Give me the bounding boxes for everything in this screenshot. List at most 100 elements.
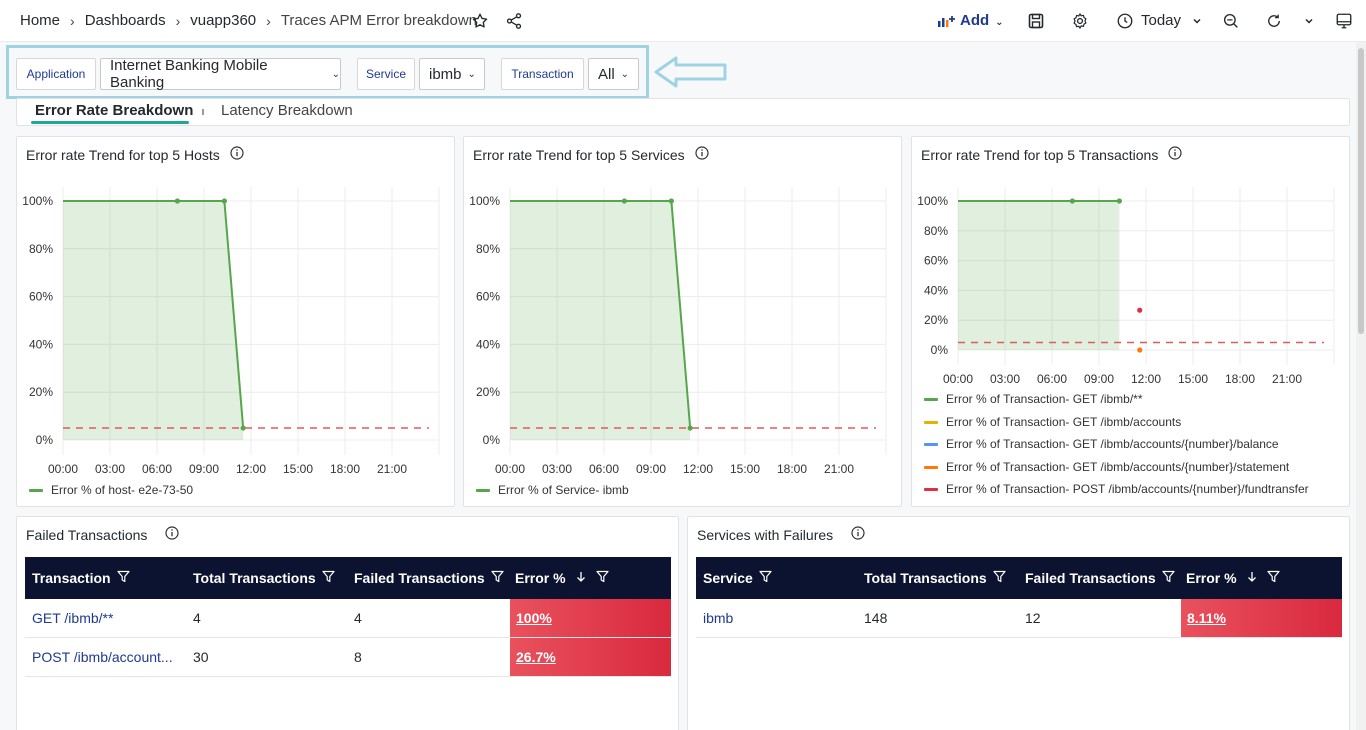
failed-cell: 8 <box>354 649 362 665</box>
panel-failed-transactions: Failed Transactions Transaction Total Tr… <box>16 516 679 730</box>
services-chart: 0% 20% 40% 60% 80% 100% 00:00 03:00 06:00 09:00 12… <box>469 187 887 476</box>
zoom-out-icon[interactable] <box>1221 11 1241 31</box>
column-header-transaction[interactable]: Transaction <box>32 570 130 586</box>
legend-item[interactable]: Error % of Transaction- GET /ibmb/** <box>924 392 1143 406</box>
info-icon[interactable] <box>695 146 709 163</box>
filter-icon[interactable] <box>491 570 504 586</box>
application-select[interactable]: Internet Banking Mobile Banking ⌄ <box>100 57 341 91</box>
legend-item[interactable]: Error % of Transaction- GET /ibmb/accoun… <box>924 460 1289 474</box>
tab-latency-breakdown[interactable]: Latency Breakdown <box>221 102 353 119</box>
filter-icon[interactable] <box>116 570 130 586</box>
filter-icon[interactable] <box>1162 570 1175 586</box>
vertical-scrollbar[interactable] <box>1356 42 1366 730</box>
x-tick-label: 18:00 <box>1225 372 1255 386</box>
page-title: Traces APM Error breakdown <box>280 12 478 29</box>
hosts-chart: 0% 20% 40% 60% 80% 100% 00:00 03:00 06:00 09:00 12… <box>22 187 440 476</box>
save-icon[interactable] <box>1026 11 1046 31</box>
series-area <box>958 201 1120 350</box>
breadcrumb-folder[interactable]: vuapp360 <box>190 12 257 29</box>
legend-label: Error % of Transaction- GET /ibmb/accoun… <box>946 437 1279 451</box>
filter-icon[interactable] <box>595 570 609 586</box>
filter-icon[interactable] <box>1266 570 1280 586</box>
x-tick-label: 21:00 <box>1272 372 1302 386</box>
x-tick-label: 03:00 <box>542 462 572 476</box>
error-rate-link[interactable]: 26.7% <box>510 638 671 676</box>
error-rate-link[interactable]: 100% <box>510 599 671 637</box>
service-link[interactable]: ibmb <box>703 610 734 626</box>
legend-label: Error % of Transaction- GET /ibmb/accoun… <box>946 460 1290 474</box>
x-tick-label: 21:00 <box>824 462 854 476</box>
transaction-select[interactable]: All ⌄ <box>588 58 639 90</box>
filter-icon[interactable] <box>322 570 335 586</box>
tab-error-rate-breakdown[interactable]: Error Rate Breakdown <box>35 102 194 119</box>
legend-item[interactable]: Error % of Transaction- GET /ibmb/accoun… <box>924 415 1181 429</box>
chevron-down-icon: ⌄ <box>467 68 476 80</box>
y-tick-label: 0% <box>931 343 949 357</box>
column-header-error[interactable]: Error % <box>515 570 609 586</box>
scrollbar-thumb[interactable] <box>1358 48 1364 334</box>
panel-transactions: Error rate Trend for top 5 Transactions … <box>911 136 1350 507</box>
star-icon[interactable] <box>470 11 490 31</box>
y-tick-label: 100% <box>917 194 948 208</box>
transaction-link[interactable]: GET /ibmb/** <box>32 610 114 626</box>
x-tick-label: 15:00 <box>283 462 313 476</box>
panel-services-with-failures: Services with Failures Service Total Tra… <box>687 516 1350 730</box>
legend-item[interactable]: Error % of Transaction- POST /ibmb/accou… <box>924 482 1309 496</box>
panel-title-text: Error rate Trend for top 5 Hosts <box>26 146 220 163</box>
y-tick-label: 20% <box>29 385 53 399</box>
legend-item[interactable]: Error % of host- e2e-73-50 <box>29 483 193 497</box>
chevron-down-icon[interactable] <box>1187 11 1207 31</box>
service-select[interactable]: ibmb ⌄ <box>419 58 485 90</box>
share-icon[interactable] <box>504 11 524 31</box>
settings-icon[interactable] <box>1070 11 1090 31</box>
legend-item[interactable]: Error % of Transaction- GET /ibmb/accoun… <box>924 437 1279 451</box>
x-tick-label: 03:00 <box>990 372 1020 386</box>
legend-label: Error % of host- e2e-73-50 <box>51 483 194 497</box>
legend-swatch <box>924 487 938 491</box>
info-icon[interactable] <box>230 146 244 163</box>
x-tick-label: 06:00 <box>589 462 619 476</box>
column-header-total[interactable]: Total Transactions <box>193 570 335 586</box>
time-range-picker[interactable]: Today <box>1141 12 1181 29</box>
column-header-error[interactable]: Error % <box>1186 570 1280 586</box>
series-line <box>63 200 245 429</box>
y-tick-label: 0% <box>36 433 54 447</box>
data-point <box>687 425 693 431</box>
panel-title: Services with Failures <box>697 526 865 543</box>
info-icon[interactable] <box>165 526 180 543</box>
breadcrumb-home[interactable]: Home <box>20 12 61 29</box>
chevron-down-icon: ⌄ <box>995 17 1004 28</box>
sort-desc-icon[interactable] <box>1247 570 1257 586</box>
info-icon[interactable] <box>851 526 865 543</box>
panel-hosts: Error rate Trend for top 5 Hosts 0% 20% 40… <box>16 136 455 507</box>
x-tick-label: 09:00 <box>1084 372 1114 386</box>
breadcrumb-dashboards[interactable]: Dashboards <box>84 12 166 29</box>
y-tick-label: 0% <box>483 433 501 447</box>
legend-item[interactable]: Error % of Service- ibmb <box>476 483 629 497</box>
transaction-select-value: All <box>598 65 615 83</box>
filter-icon[interactable] <box>993 570 1006 586</box>
column-header-total[interactable]: Total Transactions <box>864 570 1006 586</box>
table-header: Transaction Total Transactions Failed Tr… <box>25 557 671 599</box>
info-icon[interactable] <box>1168 146 1182 163</box>
column-header-label: Transaction <box>32 570 111 586</box>
chevron-down-icon[interactable] <box>1299 11 1319 31</box>
sort-desc-icon[interactable] <box>576 570 586 586</box>
x-tick-label: 03:00 <box>95 462 125 476</box>
panel-title-text: Services with Failures <box>697 526 834 543</box>
transactions-chart: 0% 20% 40% 60% 80% 100% 00:00 03:00 06:00 09:00 12… <box>917 187 1335 386</box>
error-rate-link[interactable]: 8.11% <box>1181 599 1342 637</box>
data-point <box>174 198 180 204</box>
column-header-failed[interactable]: Failed Transactions <box>1025 570 1175 586</box>
transaction-link[interactable]: POST /ibmb/account... <box>32 649 173 665</box>
refresh-icon[interactable] <box>1264 11 1284 31</box>
variable-label-application: Application <box>16 58 96 90</box>
tv-mode-icon[interactable] <box>1334 11 1354 31</box>
filter-icon[interactable] <box>759 570 772 586</box>
add-button[interactable]: Add ⌄ <box>960 12 1004 29</box>
column-header-service[interactable]: Service <box>703 570 772 586</box>
add-button-label: Add <box>960 12 990 29</box>
legend-swatch <box>924 397 938 401</box>
column-header-failed[interactable]: Failed Transactions <box>354 570 504 586</box>
legend-swatch <box>29 488 43 492</box>
